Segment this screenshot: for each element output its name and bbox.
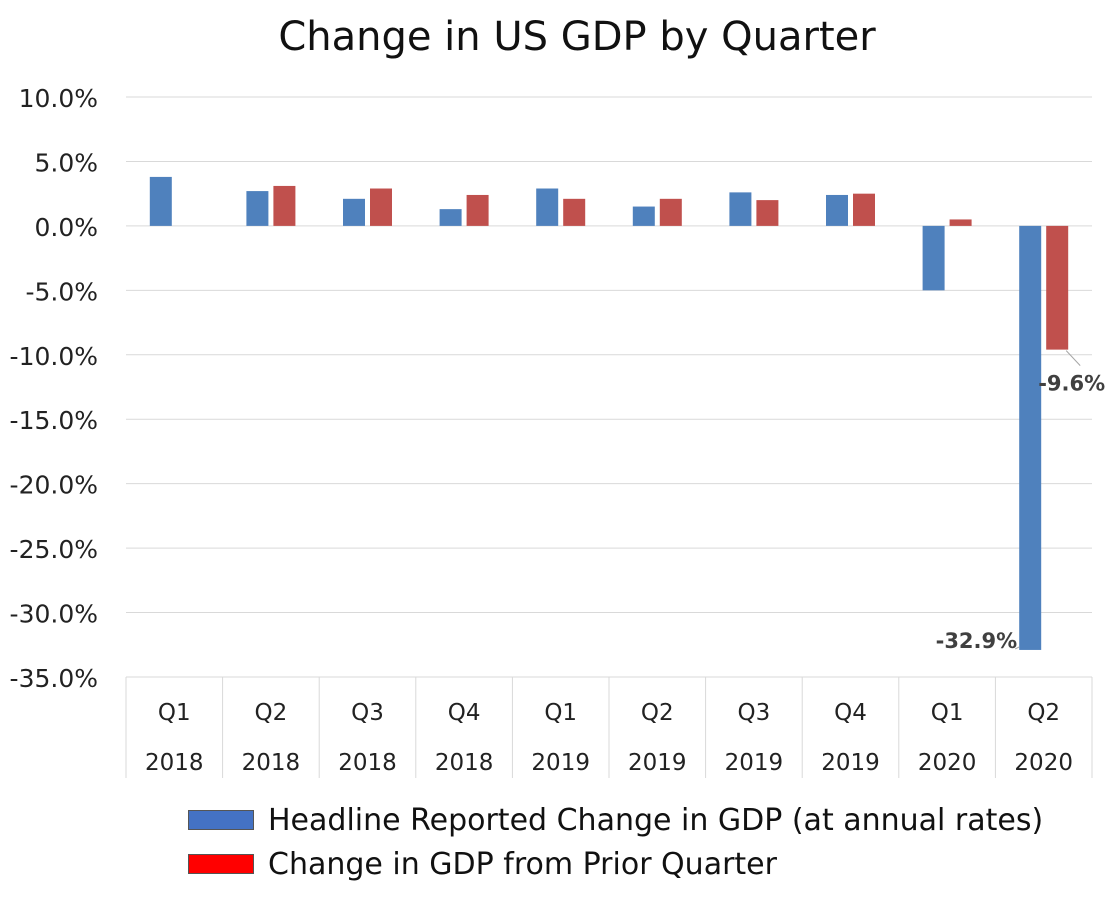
legend-swatch-prior-quarter <box>188 854 254 874</box>
x-tick-year: 2018 <box>435 750 494 776</box>
data-label: -32.9% <box>936 629 1018 653</box>
data-label: -9.6% <box>1038 372 1105 396</box>
legend-swatch-headline <box>188 810 254 830</box>
y-tick-label: -35.0% <box>10 664 98 693</box>
bar-headline <box>536 188 559 226</box>
x-tick-quarter: Q1 <box>931 700 964 726</box>
bar-headline <box>729 192 752 226</box>
x-tick-year: 2019 <box>725 750 784 776</box>
x-tick-year: 2018 <box>242 750 301 776</box>
y-tick-label: -30.0% <box>10 600 98 629</box>
legend-label-headline: Headline Reported Change in GDP (at annu… <box>268 802 1044 838</box>
x-tick-year: 2018 <box>145 750 204 776</box>
x-tick-quarter: Q4 <box>448 700 481 726</box>
x-tick-quarter: Q2 <box>1027 700 1060 726</box>
x-tick-quarter: Q1 <box>544 700 577 726</box>
y-tick-label: -15.0% <box>10 406 98 435</box>
gdp-bar-chart: 10.0% 5.0% 0.0% -5.0% -10.0% -15.0% -20.0% -25.… <box>10 84 1105 778</box>
chart-legend: Headline Reported Change in GDP (at annu… <box>188 798 1043 886</box>
legend-item-prior-quarter: Change in GDP from Prior Quarter <box>188 842 1043 886</box>
x-tick-quarter: Q3 <box>351 700 384 726</box>
x-tick-year: 2018 <box>338 750 397 776</box>
y-tick-label: 5.0% <box>34 148 98 177</box>
y-tick-label: -25.0% <box>10 535 98 564</box>
y-tick-label: -20.0% <box>10 471 98 500</box>
bar-prior-quarter <box>949 219 972 226</box>
x-tick-quarter: Q4 <box>834 700 867 726</box>
bar-headline <box>343 198 365 226</box>
bar-prior-quarter <box>659 198 682 226</box>
bar-headline <box>826 194 848 226</box>
bar-headline <box>439 209 462 226</box>
x-tick-quarter: Q3 <box>738 700 771 726</box>
x-tick-year: 2019 <box>628 750 687 776</box>
legend-item-headline: Headline Reported Change in GDP (at annu… <box>188 798 1043 842</box>
bar-headline <box>246 191 269 226</box>
bar-headline <box>632 206 655 226</box>
bar-headline <box>149 176 172 226</box>
data-label-leader <box>1065 350 1081 366</box>
data-label-leader <box>1014 646 1020 650</box>
x-tick-quarter: Q2 <box>255 700 288 726</box>
bar-headline <box>1019 225 1042 650</box>
x-tick-year: 2020 <box>1014 750 1073 776</box>
chart-title: Change in US GDP by Quarter <box>278 14 876 60</box>
x-tick-year: 2019 <box>531 750 590 776</box>
y-tick-label: -10.0% <box>10 342 98 371</box>
bar-prior-quarter <box>273 185 296 226</box>
bar-prior-quarter <box>563 198 586 226</box>
bar-prior-quarter <box>466 194 489 226</box>
bar-prior-quarter <box>370 188 392 226</box>
x-tick-year: 2019 <box>821 750 880 776</box>
x-tick-quarter: Q1 <box>158 700 191 726</box>
bar-headline <box>922 225 945 291</box>
y-tick-label: 0.0% <box>34 213 98 242</box>
y-tick-label: -5.0% <box>25 277 98 306</box>
y-tick-label: 10.0% <box>19 84 98 113</box>
legend-label-prior-quarter: Change in GDP from Prior Quarter <box>268 846 777 882</box>
bar-prior-quarter <box>853 193 875 226</box>
bar-prior-quarter <box>1046 225 1069 350</box>
x-tick-quarter: Q2 <box>641 700 674 726</box>
bar-prior-quarter <box>756 200 779 226</box>
x-tick-year: 2020 <box>918 750 977 776</box>
